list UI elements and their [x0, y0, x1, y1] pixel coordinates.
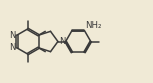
Text: NH₂: NH₂ [86, 21, 102, 30]
Text: N: N [59, 37, 65, 46]
Text: N: N [9, 31, 16, 40]
Text: N: N [9, 43, 16, 52]
